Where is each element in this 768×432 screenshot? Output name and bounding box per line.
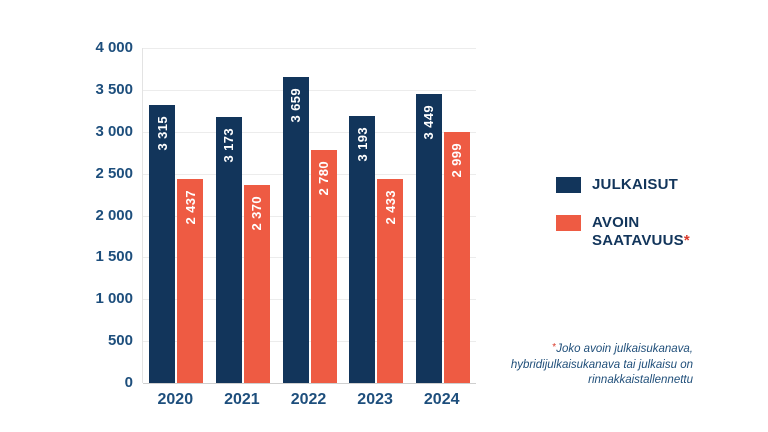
- bar-value-label: 3 449: [421, 105, 437, 140]
- x-axis-line: [143, 383, 476, 384]
- bar-julkaisut-2021: 3 173: [215, 117, 242, 383]
- bar-avoin-saatavuus-2020: 2 437: [177, 179, 204, 383]
- footnote-line1: *Joko avoin julkaisukanava,: [552, 342, 693, 355]
- gridline: [143, 48, 476, 49]
- bar-value-label: 3 173: [221, 128, 237, 163]
- gridline: [143, 257, 476, 259]
- bar-value-label: 2 437: [182, 190, 198, 225]
- bar-value-label: 2 370: [249, 196, 265, 231]
- gridline: [143, 215, 476, 217]
- bar-avoin-saatavuus-2022: 2 780: [310, 150, 337, 383]
- y-axis-tick-label: 4 000: [95, 39, 133, 56]
- legend-item-avoin-saatavuus: AVOIN SAATAVUUS*: [556, 214, 690, 250]
- x-axis-tick-label-2022: 2022: [290, 391, 327, 408]
- y-axis-tick-label: 500: [107, 332, 133, 350]
- legend: JULKAISUT AVOIN SAATAVUUS*: [556, 176, 690, 270]
- bar-value-label: 2 999: [449, 143, 465, 178]
- legend-swatch-avoin-saatavuus: [556, 215, 581, 231]
- y-axis-tick-label: 2 500: [95, 164, 133, 182]
- bar-value-label: 2 780: [316, 161, 331, 196]
- legend-label-line1: AVOIN: [592, 214, 640, 231]
- x-axis-tick-label-2023: 2023: [357, 391, 393, 408]
- bar-avoin-saatavuus-2023: 2 433: [377, 179, 404, 383]
- gridline: [143, 89, 476, 91]
- bar-julkaisut-2020: 3 315: [149, 105, 176, 383]
- footnote-asterisk: *: [552, 342, 557, 353]
- y-axis-tick-label: 1 500: [95, 248, 133, 266]
- y-axis-tick-label: 3 000: [95, 122, 133, 140]
- y-axis-tick-label: 2 000: [95, 206, 133, 224]
- footnote: *Joko avoin julkaisukanava, hybridijulka…: [430, 342, 693, 389]
- legend-label-avoin-saatavuus: AVOIN SAATAVUUS*: [592, 214, 690, 250]
- legend-label-julkaisut: JULKAISUT: [592, 176, 678, 193]
- legend-asterisk: *: [683, 232, 690, 249]
- plot-area: 3 315 2 437 3 173 2 370 3 659 2 780 3 193 2 433…: [142, 48, 476, 384]
- bar-julkaisut-2023: 3 193: [349, 116, 376, 383]
- gridline: [143, 173, 476, 175]
- bar-value-label: 3 193: [354, 127, 370, 162]
- y-axis-tick-label: 1 000: [95, 290, 133, 308]
- x-axis-tick-label-2024: 2024: [423, 391, 460, 408]
- x-axis-tick-label-2020: 2020: [157, 391, 194, 408]
- footnote-line3: rinnakkaistallennettu: [588, 374, 693, 386]
- x-axis-tick-label-2021: 2021: [224, 391, 260, 408]
- legend-item-julkaisut: JULKAISUT: [556, 176, 690, 194]
- bar-value-label: 2 433: [382, 190, 398, 225]
- footnote-line2: hybridijulkaisukanava tai julkaisu on: [510, 358, 693, 371]
- bar-avoin-saatavuus-2024: 2 999: [443, 132, 470, 383]
- legend-swatch-julkaisut: [556, 177, 581, 193]
- bar-julkaisut-2024: 3 449: [415, 94, 442, 383]
- bar-julkaisut-2022: 3 659: [282, 77, 309, 383]
- gridline: [143, 131, 476, 133]
- y-axis-tick-label: 0: [124, 374, 133, 391]
- gridline: [143, 299, 476, 301]
- bar-value-label: 3 659: [288, 88, 303, 123]
- bar-avoin-saatavuus-2021: 2 370: [243, 185, 270, 383]
- y-axis-tick-label: 3 500: [95, 80, 133, 98]
- bar-value-label: 3 315: [154, 116, 170, 151]
- legend-label-line2: SAATAVUUS: [592, 232, 684, 249]
- gridline: [143, 341, 476, 343]
